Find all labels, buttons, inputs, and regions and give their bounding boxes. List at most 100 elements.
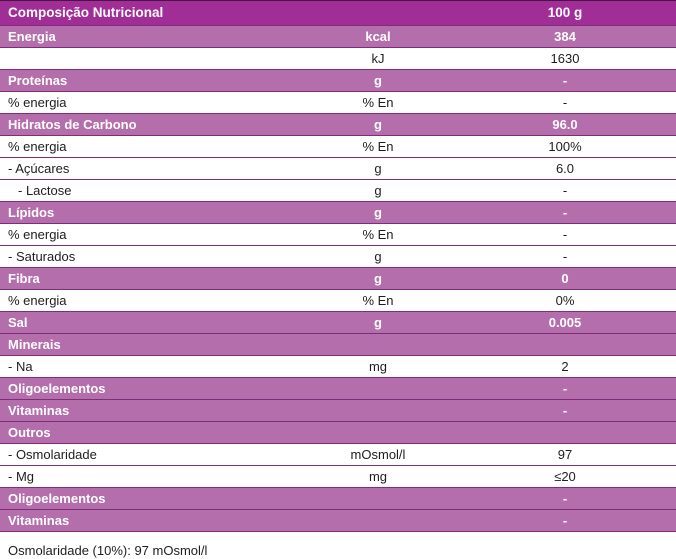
table-row: - Lactose g - (0, 180, 676, 202)
table-row: Sal g 0.005 (0, 312, 676, 334)
row-value: 6.0 (555, 161, 575, 176)
table-row: Outros (0, 422, 676, 444)
row-unit: kJ (371, 51, 385, 66)
row-unit: g (374, 205, 382, 220)
row-value: 100% (548, 139, 582, 154)
row-label: - Na (8, 359, 33, 374)
row-value: 97 (557, 447, 573, 462)
table-row: Vitaminas - (0, 510, 676, 532)
table-row: Minerais (0, 334, 676, 356)
row-unit: mg (368, 469, 388, 484)
row-unit: g (374, 315, 382, 330)
row-value (454, 334, 676, 355)
row-label: % energia (8, 95, 67, 110)
row-unit: % En (362, 95, 394, 110)
row-unit: % En (362, 293, 394, 308)
row-unit (302, 334, 454, 355)
row-label: - Mg (8, 469, 34, 484)
table-title: Composição Nutricional (8, 5, 164, 20)
header-unit-spacer (302, 1, 454, 25)
table-row: Oligoelementos - (0, 488, 676, 510)
row-unit: g (374, 161, 382, 176)
row-unit: % En (362, 139, 394, 154)
row-value: - (562, 205, 568, 220)
table-row: - Osmolaridade mOsmol/l 97 (0, 444, 676, 466)
row-value: ≤20 (554, 469, 576, 484)
row-value: - (562, 403, 568, 418)
row-unit: kcal (365, 29, 391, 44)
row-value: 96.0 (552, 117, 578, 132)
row-unit (302, 510, 454, 531)
row-value (454, 422, 676, 443)
row-label: Vitaminas (8, 403, 70, 418)
row-unit: g (374, 271, 382, 286)
row-value: - (562, 513, 568, 528)
row-label: Oligoelementos (8, 381, 106, 396)
row-label: Energia (8, 29, 56, 44)
row-label (0, 48, 302, 69)
row-value: - (562, 95, 568, 110)
row-value: - (562, 381, 568, 396)
table-row: Oligoelementos - (0, 378, 676, 400)
row-label: - Osmolaridade (8, 447, 97, 462)
table-row: % energia % En - (0, 92, 676, 114)
row-label: % energia (8, 139, 67, 154)
row-unit: g (374, 249, 382, 264)
table-row: % energia % En 100% (0, 136, 676, 158)
table-row: - Açúcares g 6.0 (0, 158, 676, 180)
serving-size: 100 g (547, 5, 583, 20)
nutrition-table: Composição Nutricional 100 g Energia kcal… (0, 0, 676, 532)
row-label: % energia (8, 227, 67, 242)
row-value: 0 (561, 271, 569, 286)
row-value: 0% (555, 293, 575, 308)
row-label: Lípidos (8, 205, 55, 220)
row-label: Proteínas (8, 73, 68, 88)
table-row: Hidratos de Carbono g 96.0 (0, 114, 676, 136)
table-row: % energia % En - (0, 224, 676, 246)
footer-note: Osmolaridade (10%): 97 mOsmol/l (0, 532, 676, 558)
row-label: Vitaminas (8, 513, 70, 528)
row-unit (302, 422, 454, 443)
table-row: - Na mg 2 (0, 356, 676, 378)
table-row: Fibra g 0 (0, 268, 676, 290)
row-unit: g (374, 183, 382, 198)
row-label: Sal (8, 315, 28, 330)
row-label: - Saturados (8, 249, 76, 264)
row-value: - (562, 249, 568, 264)
table-row: Energia kcal 384 (0, 26, 676, 48)
row-label: Oligoelementos (8, 491, 106, 506)
row-value: - (562, 227, 568, 242)
row-value: - (562, 183, 568, 198)
row-label: Hidratos de Carbono (8, 117, 137, 132)
row-label: Outros (8, 425, 51, 440)
row-unit (302, 378, 454, 399)
table-row: Lípidos g - (0, 202, 676, 224)
row-unit: mOsmol/l (350, 447, 406, 462)
row-label: - Açúcares (8, 161, 70, 176)
table-body: Energia kcal 384 kJ 1630 Proteínas g -% energia… (0, 26, 676, 532)
row-unit: g (374, 117, 382, 132)
row-label: Fibra (8, 271, 40, 286)
table-row: % energia % En 0% (0, 290, 676, 312)
row-unit (302, 400, 454, 421)
row-value: 2 (561, 359, 569, 374)
table-row: - Mg mg ≤20 (0, 466, 676, 488)
row-unit: g (374, 73, 382, 88)
row-value: 1630 (550, 51, 580, 66)
table-row: Vitaminas - (0, 400, 676, 422)
row-label: - Lactose (18, 183, 72, 198)
row-value: 384 (554, 29, 576, 44)
row-value: - (562, 491, 568, 506)
row-unit: % En (362, 227, 394, 242)
row-label: Minerais (8, 337, 61, 352)
row-unit: mg (368, 359, 388, 374)
table-header-row: Composição Nutricional 100 g (0, 1, 676, 26)
row-unit (302, 488, 454, 509)
row-label: % energia (8, 293, 67, 308)
row-value: 0.005 (548, 315, 582, 330)
row-value: - (562, 73, 568, 88)
table-row: - Saturados g - (0, 246, 676, 268)
table-row: Proteínas g - (0, 70, 676, 92)
table-row: kJ 1630 (0, 48, 676, 70)
